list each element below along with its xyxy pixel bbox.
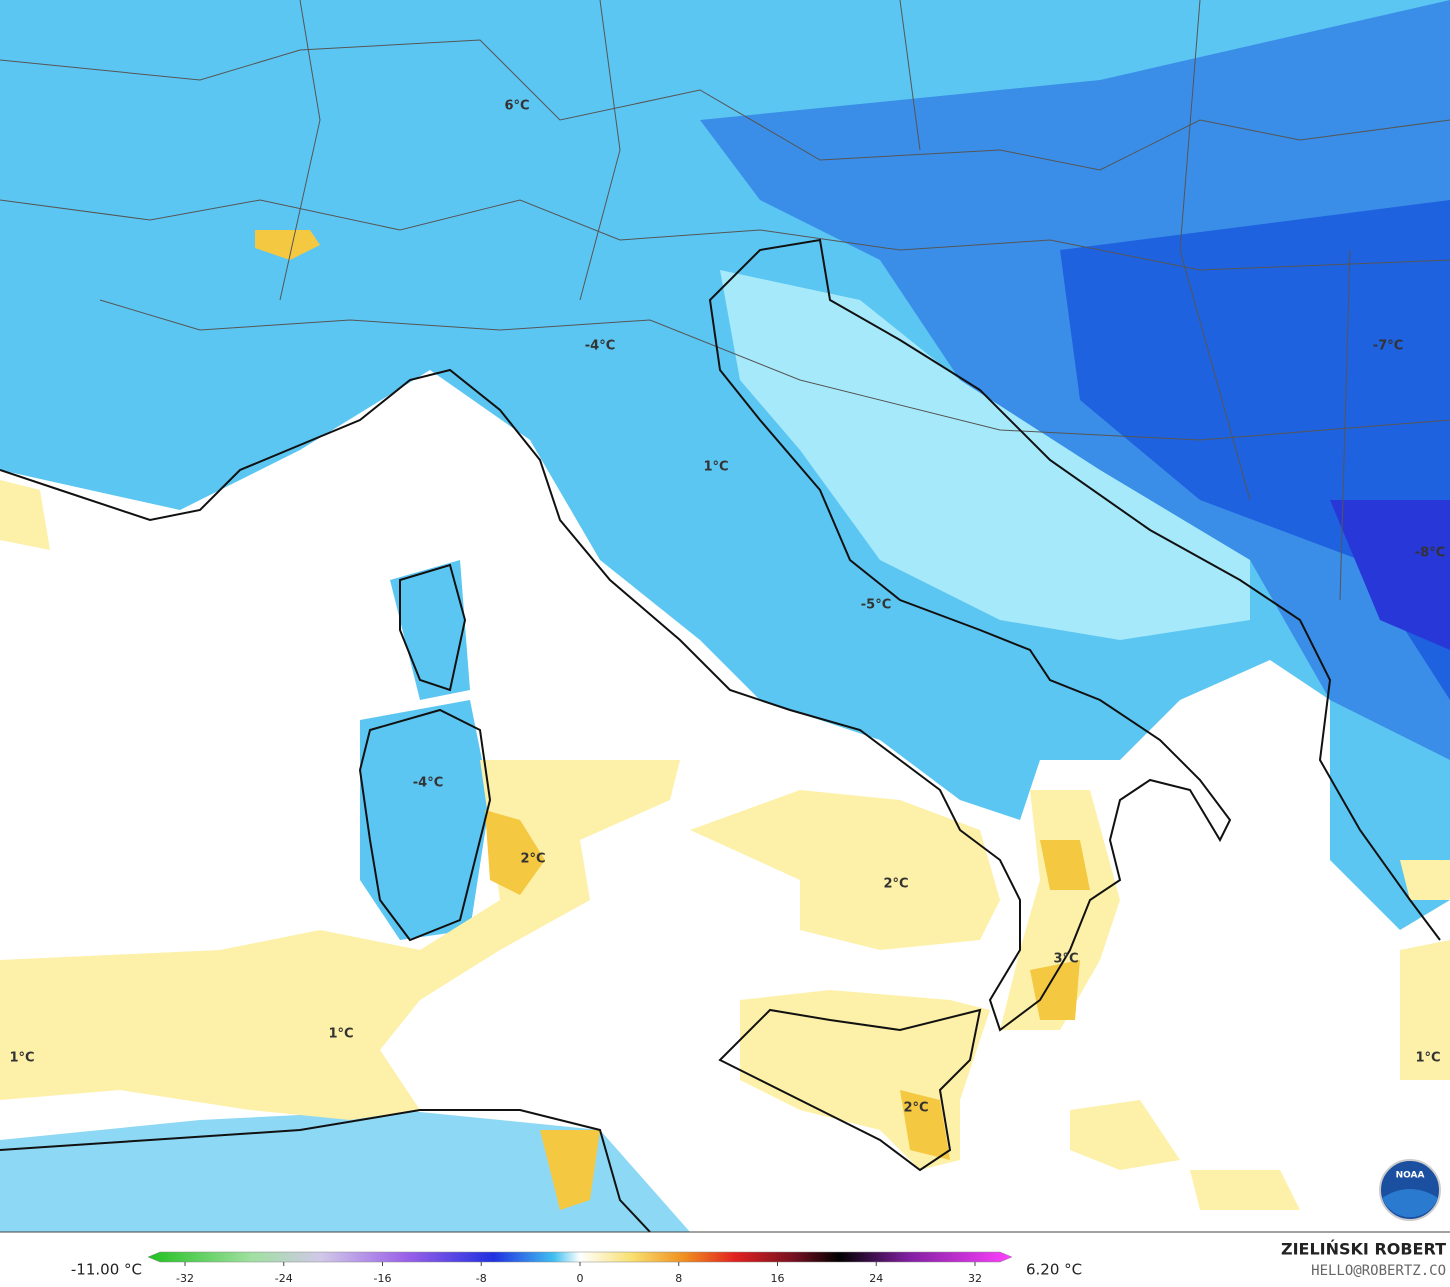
map-label: -5°C [861, 598, 891, 613]
colorbar-tick-label: -24 [275, 1272, 293, 1285]
corsica [390, 560, 470, 700]
map-label: 3°C [1053, 952, 1078, 967]
author: ZIELIŃSKI ROBERT [1281, 1240, 1446, 1259]
map-label: 1°C [328, 1027, 353, 1042]
warmer-spots [255, 230, 1090, 1210]
colorbar-tick-label: 24 [869, 1272, 883, 1285]
coastlines [0, 238, 1441, 1233]
map: 6°C -4°C -7°C 1°C -8°C -5°C -4°C 2°C 2°C… [0, 0, 1450, 1233]
map-label: -4°C [413, 776, 443, 791]
map-label: 2°C [883, 877, 908, 892]
colorbar-max: 6.20 °C [1026, 1261, 1082, 1279]
map-label: -4°C [585, 339, 615, 354]
colorbar-tick-label: 0 [577, 1272, 584, 1285]
adriatic [720, 270, 1250, 640]
map-label: -7°C [1373, 339, 1403, 354]
colorbar-tick-label: -8 [476, 1272, 487, 1285]
colorbar-min: -11.00 °C [71, 1261, 142, 1279]
map-label: 1°C [9, 1051, 34, 1066]
colorbar-tick-label: -32 [176, 1272, 194, 1285]
map-label: 2°C [903, 1101, 928, 1116]
colder-region [700, 0, 1450, 760]
colorbar-ramp [147, 1251, 1013, 1263]
logo-text: NOAA [1396, 1171, 1425, 1181]
colorbar-tick-label: 32 [968, 1272, 982, 1285]
colorbar-tick-label: 8 [675, 1272, 682, 1285]
borders [0, 0, 1450, 601]
map-label: 2°C [520, 852, 545, 867]
sardinia [360, 700, 490, 940]
colorbar-tick-label: -16 [374, 1272, 392, 1285]
coldest-region [1060, 200, 1450, 700]
cold-core [1330, 500, 1450, 650]
map-label: -8°C [1415, 546, 1445, 561]
map-label: 1°C [1415, 1051, 1440, 1066]
colorbar-tick-label: 16 [771, 1272, 785, 1285]
colorbar: -11.00 °C 6.20 °C -32 -24 -16 -8 0 8 16 24 32 [71, 1251, 1082, 1285]
contact: HELLO@ROBERTZ.CO [1311, 1263, 1446, 1279]
africa [0, 1110, 690, 1232]
noaa-logo: NOAA [1379, 1159, 1441, 1221]
map-label: 6°C [504, 99, 529, 114]
map-label: 1°C [703, 460, 728, 475]
